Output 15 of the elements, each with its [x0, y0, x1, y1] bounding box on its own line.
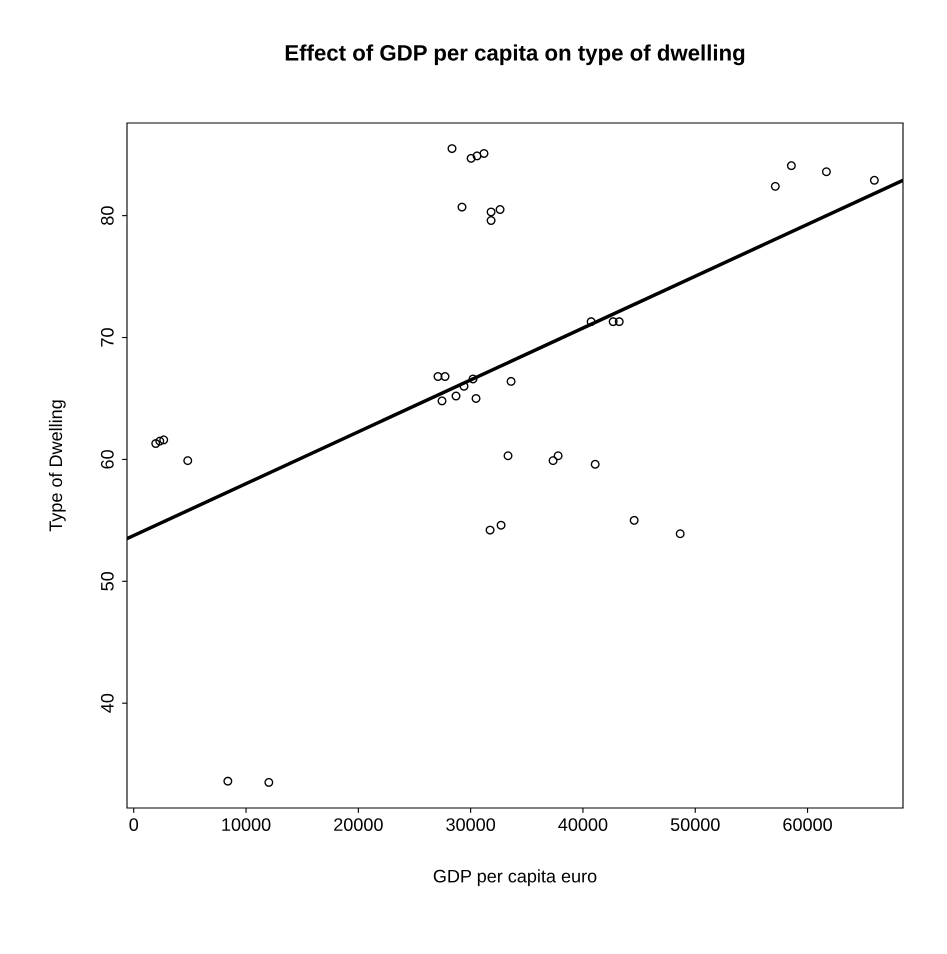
x-tick-label: 10000	[222, 818, 270, 831]
x-tick-label: 50000	[670, 818, 720, 831]
x-tick-label: 0	[129, 818, 138, 831]
x-tick-label: 20000	[334, 818, 383, 831]
y-tick-label: 70	[100, 328, 114, 347]
x-tick-label: 30000	[446, 818, 496, 831]
x-tick-label: 40000	[558, 818, 608, 831]
y-tick-label: 60	[100, 450, 114, 469]
y-axis-title: Type of Dwelling	[48, 400, 66, 532]
x-tick-label: 60000	[783, 818, 832, 831]
y-tick-label: 50	[100, 572, 114, 591]
x-axis-title: GDP per capita euro	[434, 869, 596, 886]
chart-title: Effect of GDP per capita on type of dwelling	[286, 44, 744, 66]
y-tick-label: 40	[100, 694, 114, 713]
y-tick-label: 80	[100, 206, 114, 225]
